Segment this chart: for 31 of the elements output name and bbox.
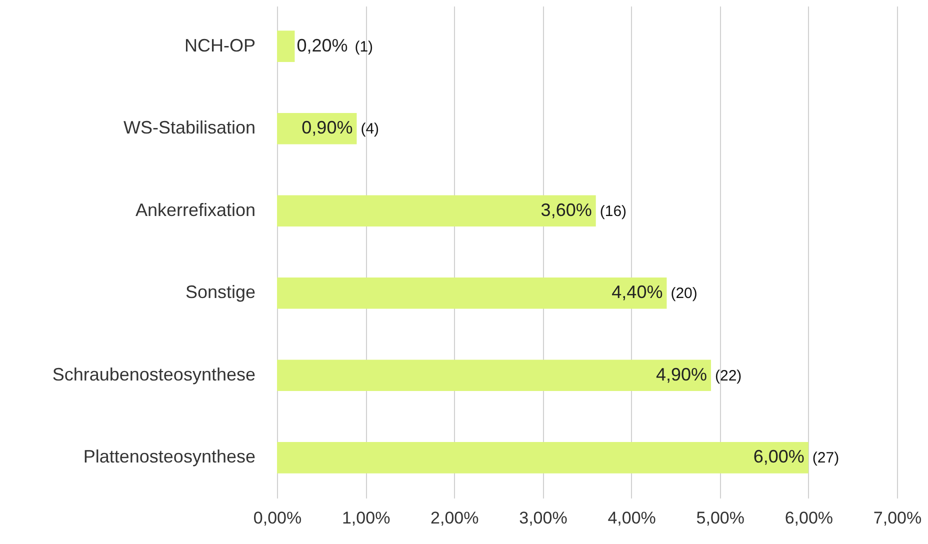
x-tick-label: 4,00%	[608, 508, 656, 528]
y-tick-label: Ankerrefixation	[135, 200, 256, 220]
x-tick-label: 1,00%	[342, 508, 390, 528]
x-tick-label: 5,00%	[696, 508, 744, 528]
y-tick-label: WS-Stabilisation	[123, 118, 256, 138]
x-tick-label: 6,00%	[784, 508, 834, 528]
annotation: (1)	[354, 38, 374, 56]
x-tick-label: 0,00%	[253, 508, 302, 528]
annotation: (4)	[360, 120, 380, 138]
data-label: 4,40%	[612, 282, 663, 302]
y-tick-label: Schraubenosteosynthese	[52, 364, 256, 384]
bar	[277, 278, 667, 309]
annotation: (22)	[715, 367, 742, 384]
y-tick-label: NCH-OP	[184, 35, 256, 56]
data-label: 4,90%	[656, 364, 707, 384]
bar	[277, 442, 808, 474]
data-label: 3,60%	[540, 200, 592, 220]
y-tick-label: Sonstige	[185, 282, 256, 302]
data-label: 6,00%	[753, 446, 804, 467]
x-tick-label: 3,00%	[519, 508, 568, 528]
y-tick-label: Plattenosteosynthese	[83, 446, 256, 467]
annotation: (27)	[812, 450, 840, 467]
x-tick-label: 2,00%	[430, 508, 479, 528]
data-label: 0,20%	[296, 35, 348, 56]
x-tick-label: 7,00%	[873, 508, 922, 528]
annotation: (20)	[670, 285, 698, 302]
bar	[277, 360, 711, 392]
data-label: 0,90%	[302, 118, 353, 138]
annotation: (16)	[600, 202, 627, 220]
bar	[277, 30, 295, 62]
bar	[277, 195, 596, 226]
